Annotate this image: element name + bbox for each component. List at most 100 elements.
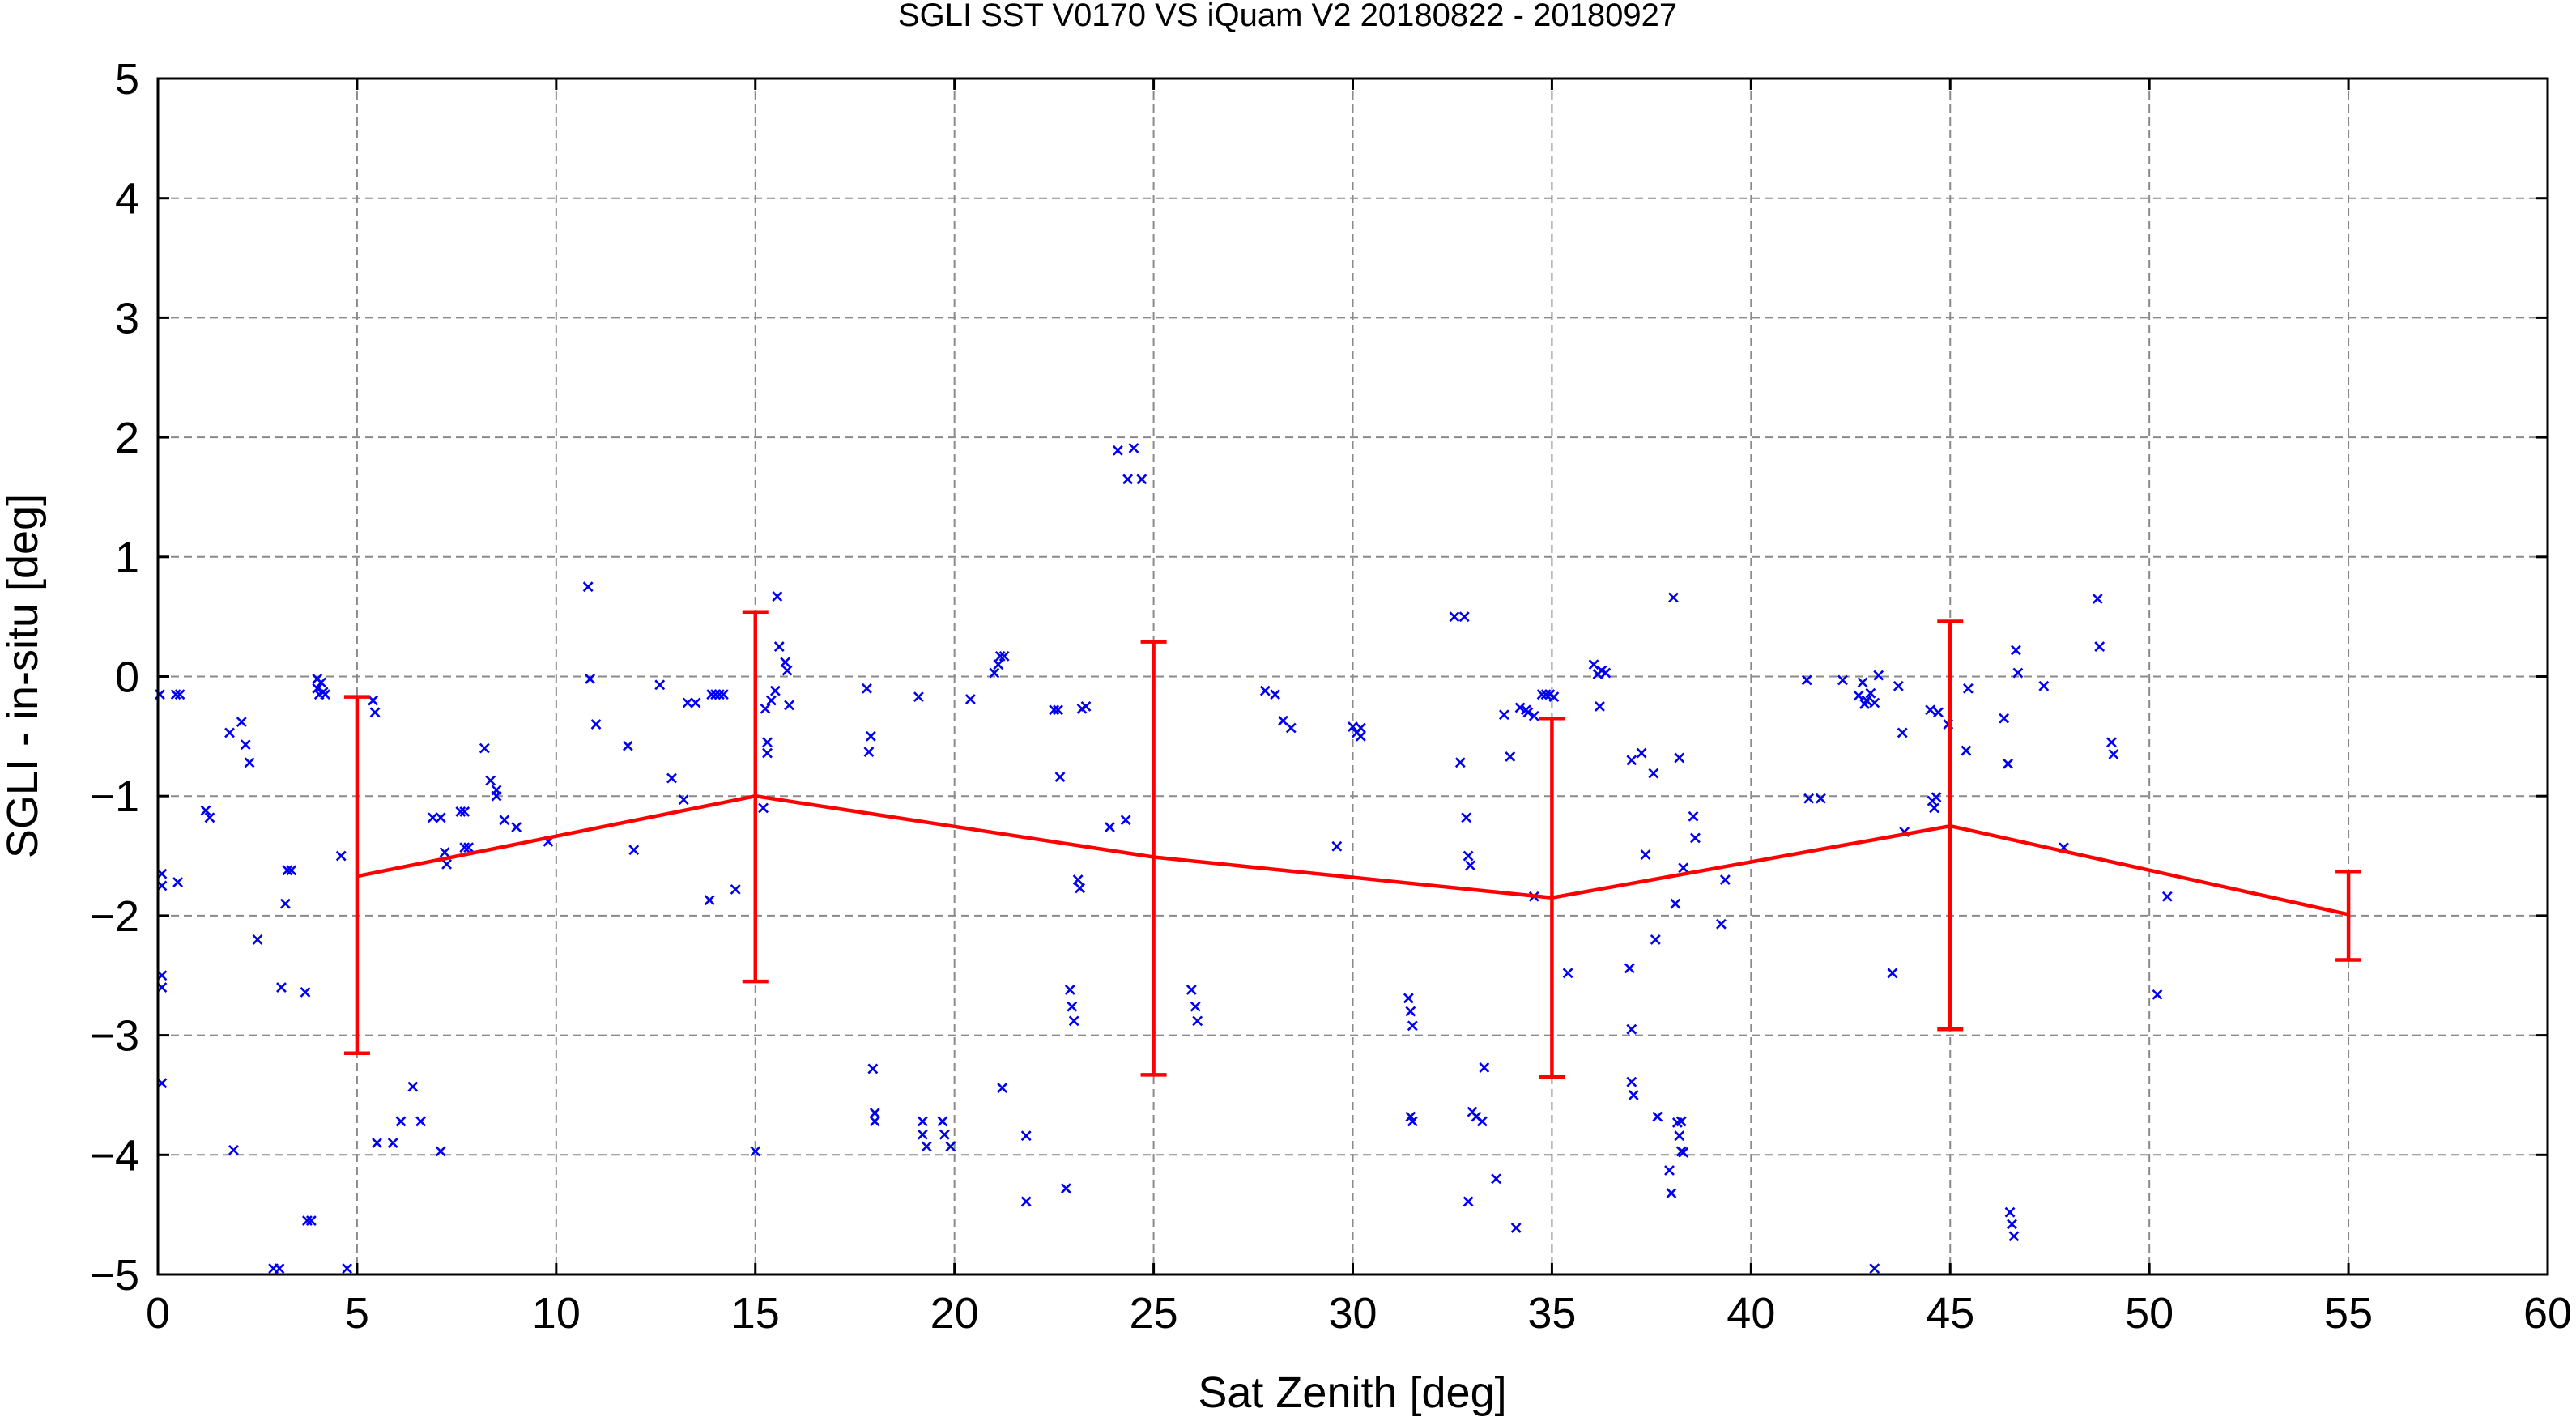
error-bar — [1937, 619, 1964, 1032]
data-point — [1869, 697, 1880, 708]
data-point — [1285, 722, 1297, 734]
data-point — [917, 1116, 928, 1127]
data-point — [2007, 1219, 2017, 1230]
data-point — [252, 934, 263, 945]
data-point — [1075, 883, 1086, 894]
data-point — [1803, 793, 1815, 804]
data-point — [1186, 985, 1197, 995]
data-point — [1595, 701, 1605, 712]
data-point — [1666, 1188, 1677, 1198]
data-point — [682, 697, 693, 708]
data-point — [780, 657, 791, 668]
data-point — [459, 842, 470, 853]
data-point — [427, 812, 438, 823]
data-point — [279, 898, 291, 909]
data-point — [1562, 968, 1573, 979]
data-point — [869, 1116, 880, 1127]
data-point — [342, 1263, 353, 1274]
data-point — [762, 737, 773, 748]
data-point — [773, 641, 785, 652]
data-point — [717, 689, 729, 700]
x-tick-label: 60 — [2523, 1289, 2572, 1338]
data-point — [917, 1129, 928, 1140]
data-point — [282, 865, 293, 876]
data-point — [1887, 968, 1898, 979]
x-tick-label: 40 — [1727, 1289, 1775, 1338]
data-point — [760, 703, 771, 714]
data-point — [1815, 793, 1826, 804]
y-tick-label: −1 — [89, 772, 139, 821]
data-point — [286, 865, 297, 876]
data-point — [1510, 1222, 1522, 1233]
data-point — [750, 1146, 761, 1157]
data-point — [1648, 768, 1659, 779]
data-point — [622, 740, 633, 751]
data-point — [1650, 934, 1661, 945]
data-point — [1674, 1130, 1685, 1142]
data-point — [1449, 611, 1460, 623]
x-tick-label: 25 — [1130, 1289, 1178, 1338]
data-point — [1624, 963, 1635, 974]
data-point — [1128, 442, 1139, 453]
data-point — [710, 689, 721, 700]
data-point — [305, 1215, 317, 1226]
data-point — [1536, 689, 1548, 700]
data-point — [316, 677, 327, 688]
data-point — [863, 747, 875, 757]
data-point — [921, 1141, 932, 1152]
data-point — [1626, 755, 1637, 766]
y-tick-label: 5 — [115, 55, 139, 104]
axis-ticks — [156, 77, 2549, 1276]
y-tick-label: −4 — [89, 1131, 139, 1180]
error-bar — [1539, 716, 1565, 1079]
data-point — [372, 1138, 382, 1148]
data-point — [1716, 918, 1727, 930]
chart-title: SGLI SST V0170 VS iQuam V2 20180822 - 20… — [898, 0, 1677, 33]
data-point — [1668, 592, 1679, 603]
data-point — [1331, 840, 1343, 852]
data-point — [762, 747, 773, 759]
x-tick-label: 55 — [2324, 1289, 2373, 1338]
data-point — [1861, 695, 1872, 706]
data-point — [511, 822, 522, 833]
data-point — [463, 842, 475, 853]
data-point — [1897, 727, 1908, 738]
data-point — [654, 679, 666, 691]
x-tick-label: 20 — [930, 1289, 979, 1338]
data-point — [590, 719, 602, 730]
data-point — [1628, 1090, 1639, 1100]
mean-line — [356, 793, 2349, 917]
data-point — [172, 877, 184, 887]
data-point — [1678, 862, 1689, 874]
data-point — [1348, 721, 1358, 732]
data-point — [1801, 674, 1812, 686]
data-point — [2004, 1206, 2016, 1218]
data-point — [302, 1215, 313, 1226]
data-point — [1961, 745, 1972, 756]
data-point — [1403, 993, 1414, 1004]
data-point — [964, 694, 976, 704]
grid — [158, 79, 2548, 1274]
data-point — [1636, 747, 1647, 759]
data-point — [1925, 704, 1936, 716]
data-point — [455, 806, 466, 817]
x-tick-label: 45 — [1926, 1289, 1974, 1338]
x-tick-label: 0 — [146, 1289, 170, 1338]
data-point — [1476, 1116, 1488, 1127]
data-point — [1136, 474, 1147, 485]
data-point — [1465, 860, 1476, 871]
data-point — [1522, 707, 1534, 718]
data-point — [1491, 1173, 1501, 1185]
x-tick-label: 5 — [345, 1289, 369, 1338]
data-point — [1931, 792, 1942, 803]
data-point — [1999, 713, 2010, 724]
data-point — [666, 772, 677, 784]
data-point — [1690, 832, 1701, 844]
data-point — [1893, 680, 1904, 691]
data-point — [204, 812, 215, 823]
data-point — [1548, 691, 1560, 703]
data-point — [491, 785, 502, 796]
mean-series — [343, 610, 2362, 1079]
data-point — [2152, 989, 2163, 1000]
